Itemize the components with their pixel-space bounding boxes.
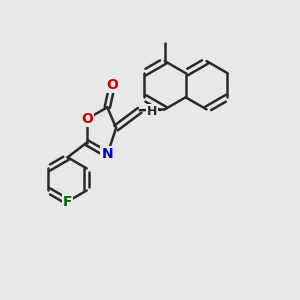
Text: F: F	[63, 194, 72, 208]
Text: N: N	[101, 147, 113, 161]
Text: H: H	[147, 105, 157, 118]
Text: O: O	[81, 112, 93, 126]
Text: O: O	[106, 78, 118, 92]
